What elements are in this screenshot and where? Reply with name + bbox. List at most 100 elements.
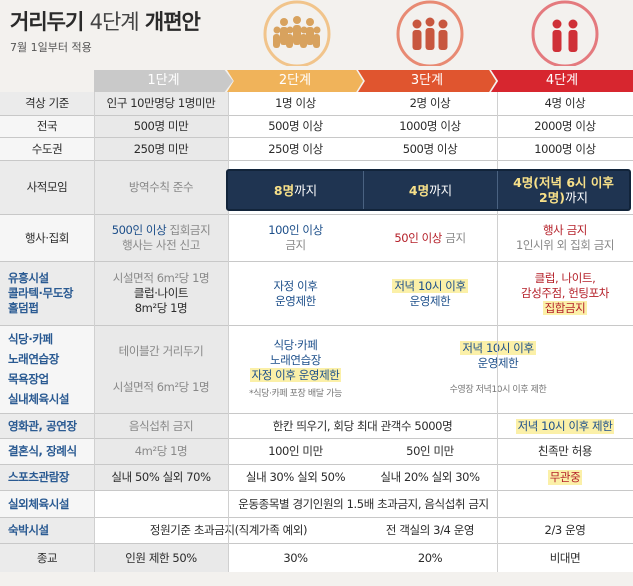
cell-level3: 50인 이상 금지 — [363, 215, 497, 261]
events-c3-b: 금지 — [445, 230, 466, 245]
column-divider — [497, 92, 498, 572]
events-c1-a: 500인 이상 — [111, 223, 167, 237]
cell-level3: 저녁 10시 이후 운영제한 — [363, 262, 497, 325]
column-divider — [228, 92, 229, 572]
nightlife-c3-line2: 운영제한 — [409, 293, 451, 308]
table-row-cafe-group: 식당·카페 노래연습장 목욕장업 실내체육시설 테이블간 거리두기 시설면적 6… — [0, 326, 633, 414]
box-divider — [497, 171, 498, 209]
cell-level2: 500명 이상 — [228, 116, 363, 137]
cell-level4: 무관중 — [497, 465, 633, 490]
cafe-label-1: 식당·카페 — [8, 332, 53, 347]
private-c4: 4명(저녁 6시 이후 2명)까지 — [498, 171, 629, 209]
cell-level1: 음식섭취 금지 — [94, 414, 228, 438]
private-c3: 4명 까지 — [364, 171, 497, 209]
nightlife-c1-line2: 클럽·나이트 — [133, 286, 189, 300]
cell-level4: 4명 이상 — [497, 92, 633, 115]
table-row-sports-venue: 스포츠관람장 실내 50% 실외 70% 실내 30% 실외 50% 실내 20… — [0, 465, 633, 491]
private-c4-line2: 2명) — [539, 190, 565, 205]
cell-level2: 1명 이상 — [228, 92, 363, 115]
title-block: 거리두기 4단계 개편안 7월 1일부터 적용 — [10, 6, 201, 55]
table-row-criteria: 격상 기준 인구 10만명당 1명미만 1명 이상 2명 이상 4명 이상 — [0, 92, 633, 116]
level-4-tab: 4단계 — [491, 70, 633, 92]
cell-level3: 50인 미만 — [363, 439, 497, 464]
cell-level4: 2/3 운영 — [497, 518, 633, 543]
cafe-c1-line2: 시설면적 6m²당 1명 — [112, 379, 210, 394]
nightlife-c4-line1: 클럽, 나이트, — [534, 271, 596, 285]
cell-level23: 한칸 띄우기, 회당 최대 관객수 5000명 — [228, 414, 497, 438]
private-c3-rest: 까지 — [429, 182, 453, 198]
nightlife-c4-line3: 집합금지 — [542, 301, 588, 315]
private-c2-bold: 8명 — [273, 182, 295, 198]
events-c2-line2: 금지 — [285, 238, 306, 252]
cell-level4: 친족만 허용 — [497, 439, 633, 464]
cinema-c4: 저녁 10시 이후 제한 — [515, 418, 615, 434]
row-label: 사적모임 — [0, 161, 94, 214]
cell-level2: 식당·카페 노래연습장 자정 이후 운영제한 *식당·카페 포장 배달 가능 — [228, 326, 363, 413]
nightlife-label-2: 콜라텍·무도장 — [8, 286, 74, 300]
nightlife-c4-line2: 감성주점, 헌팅포차 — [521, 286, 609, 300]
cell-level2: 30% — [228, 544, 363, 572]
level-2-tab: 2단계 — [227, 70, 363, 92]
sports-venue-c4: 무관중 — [547, 470, 583, 485]
page-subtitle: 7월 1일부터 적용 — [10, 41, 92, 54]
nightlife-c2-line2: 운영제한 — [275, 293, 316, 308]
cell-level1: 250명 미만 — [94, 138, 228, 160]
row-label: 수도권 — [0, 138, 94, 160]
events-c4-line2: 1인시위 외 집회 금지 — [515, 238, 615, 252]
events-c1-b: 집회금지 — [169, 223, 211, 237]
title-main: 거리두기 — [10, 10, 84, 34]
row-label: 종교 — [0, 544, 94, 572]
cell-level4: 비대면 — [497, 544, 633, 572]
cell-level4: 1000명 이상 — [497, 138, 633, 160]
cell-level4: 2000명 이상 — [497, 116, 633, 137]
events-c2-line1: 100인 이상 — [268, 223, 323, 237]
cell-level2: 100인 미만 — [228, 439, 363, 464]
table-row-outdoor-sports: 실외체육시설 운동종목별 경기인원의 1.5배 초과금지, 음식섭취 금지 — [0, 491, 633, 518]
cell-level3: 전 객실의 3/4 운영 — [363, 518, 497, 543]
cell-level1: 4m²당 1명 — [94, 439, 228, 464]
cell-level1: 인구 10만명당 1명미만 — [94, 92, 228, 115]
cafe-c34-note: 수영장 저녁10시 이후 제한 — [449, 385, 547, 395]
cell-level4: 클럽, 나이트, 감성주점, 헌팅포차 집합금지 — [497, 262, 633, 325]
cell-level2: 자정 이후 운영제한 — [228, 262, 363, 325]
title-level: 4단계 — [89, 10, 140, 34]
cafe-c2-line1: 식당·카페 — [273, 337, 318, 352]
cafe-label-3: 목욕장업 — [8, 371, 49, 386]
private-c4-line1: 4명(저녁 6시 이후 — [513, 175, 614, 190]
cell-level3: 실내 20% 실외 30% — [363, 465, 497, 490]
cell-level34: 저녁 10시 이후 운영제한 수영장 저녁10시 이후 제한 — [363, 326, 633, 413]
nightlife-c3-line1: 저녁 10시 이후 — [392, 278, 468, 293]
box-divider — [363, 171, 364, 209]
private-c3-bold: 4명 — [408, 182, 430, 198]
cell-level2: 실내 30% 실외 50% — [228, 465, 363, 490]
cell-level3: 1000명 이상 — [363, 116, 497, 137]
level-tabs: 1단계 2단계 3단계 4단계 — [94, 70, 633, 92]
private-gathering-highlight: 8명 까지 4명 까지 4명(저녁 6시 이후 2명)까지 — [226, 169, 631, 211]
cell-level3: 500명 이상 — [363, 138, 497, 160]
cell-level4: 행사 금지 1인시위 외 집회 금지 — [497, 215, 633, 261]
nightlife-c2-line1: 자정 이후 — [273, 278, 318, 293]
row-label: 실외체육시설 — [0, 491, 94, 517]
cell-level3: 2명 이상 — [363, 92, 497, 115]
events-c1-line2: 행사는 사전 신고 — [122, 238, 200, 252]
cafe-label-4: 실내체육시설 — [8, 391, 70, 406]
cell-level1: 실내 50% 실외 70% — [94, 465, 228, 490]
cell-level4: 저녁 10시 이후 제한 — [497, 414, 633, 438]
table-row-lodging: 숙박시설 정원기준 초과금지(직계가족 예외) 전 객실의 3/4 운영 2/3… — [0, 518, 633, 544]
private-c2-rest: 까지 — [294, 182, 318, 198]
cell-level1: 500인 이상 집회금지 행사는 사전 신고 — [94, 215, 228, 261]
row-label: 격상 기준 — [0, 92, 94, 115]
table-row-capital: 수도권 250명 미만 250명 이상 500명 이상 1000명 이상 — [0, 138, 633, 161]
cafe-c34-line2: 운영제한 — [478, 356, 519, 371]
column-divider — [94, 92, 95, 572]
events-c3-a: 50인 이상 — [394, 230, 442, 245]
nightlife-c1-line1: 시설면적 6m²당 1명 — [112, 271, 210, 285]
cafe-c2-line3: 자정 이후 운영제한 — [249, 367, 342, 382]
cafe-label-2: 노래연습장 — [8, 352, 59, 367]
table-row-events: 행사·집회 500인 이상 집회금지 행사는 사전 신고 100인 이상 금지 … — [0, 215, 633, 262]
row-label: 식당·카페 노래연습장 목욕장업 실내체육시설 — [0, 326, 94, 413]
cell-level1: 방역수칙 준수 — [94, 161, 228, 214]
table-row-cinema: 영화관, 공연장 음식섭취 금지 한칸 띄우기, 회당 최대 관객수 5000명… — [0, 414, 633, 439]
level-3-tab: 3단계 — [358, 70, 496, 92]
cell-level3: 20% — [363, 544, 497, 572]
